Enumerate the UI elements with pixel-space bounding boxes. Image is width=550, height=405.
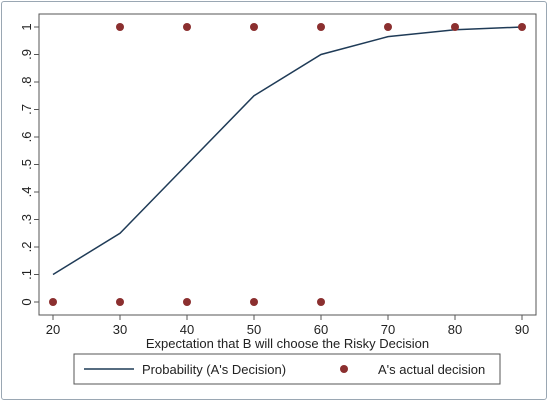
x-tick-label: 90 [515, 322, 529, 337]
actual-decision-point [116, 23, 124, 31]
x-tick-label: 70 [381, 322, 395, 337]
actual-decision-point [451, 23, 459, 31]
actual-decision-point [317, 23, 325, 31]
legend-box [73, 353, 501, 385]
actual-decision-point [116, 298, 124, 306]
actual-decision-point [317, 298, 325, 306]
x-tick-label: 60 [314, 322, 328, 337]
actual-decision-point [183, 298, 191, 306]
y-tick-label: .8 [19, 77, 34, 88]
y-tick-label: .1 [19, 269, 34, 280]
chart-frame: 0 .1 .2 .3 .4 .5 .6 .7 .8 .9 1 20 30 40 50 60 70 80 90 Ex… [1, 1, 547, 400]
legend-label-actual-decision: A's actual decision [378, 362, 485, 377]
actual-decision-point [384, 23, 392, 31]
x-axis-title: Expectation that B will choose the Risky… [146, 336, 429, 351]
y-tick-label: .9 [19, 49, 34, 60]
x-tick-label: 30 [113, 322, 127, 337]
actual-decision-point [250, 23, 258, 31]
series-layer [49, 23, 526, 306]
y-axis: 0 .1 .2 .3 .4 .5 .6 .7 .8 .9 1 [19, 23, 39, 306]
actual-decision-point [250, 298, 258, 306]
legend-dot-swatch [340, 365, 348, 373]
plot-area [38, 13, 537, 316]
actual-decision-point [518, 23, 526, 31]
y-tick-label: .2 [19, 242, 34, 253]
actual-decision-point [49, 298, 57, 306]
x-tick-label: 40 [180, 322, 194, 337]
y-tick-label: .4 [19, 187, 34, 198]
x-axis: 20 30 40 50 60 70 80 90 [46, 315, 529, 337]
x-tick-label: 80 [448, 322, 462, 337]
y-tick-label: 1 [19, 23, 34, 30]
y-tick-label: .3 [19, 214, 34, 225]
y-tick-label: .5 [19, 159, 34, 170]
y-tick-label: .6 [19, 132, 34, 143]
probability-line [52, 26, 523, 276]
legend-label-probability: Probability (A's Decision) [142, 362, 286, 377]
y-tick-label: .7 [19, 104, 34, 115]
x-tick-label: 50 [247, 322, 261, 337]
legend: Probability (A's Decision) A's actual de… [73, 353, 501, 385]
y-tick-label: 0 [19, 298, 34, 305]
x-tick-label: 20 [46, 322, 60, 337]
actual-decision-point [183, 23, 191, 31]
